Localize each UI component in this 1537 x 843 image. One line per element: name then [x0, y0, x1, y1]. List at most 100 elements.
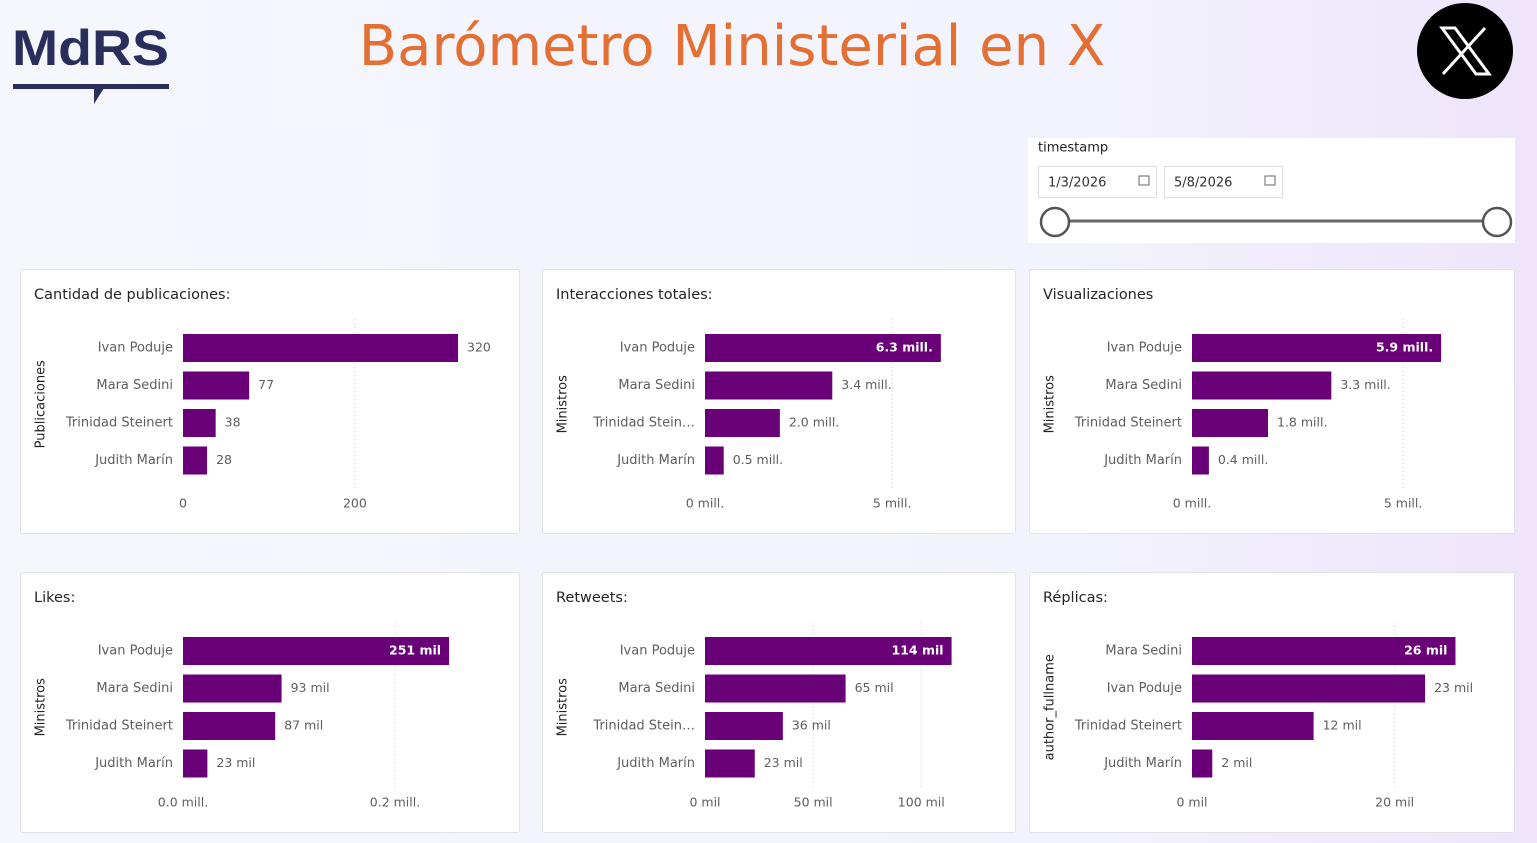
x-tick-label: 0.2 mill. [370, 795, 420, 810]
bar [183, 674, 282, 703]
calendar-icon[interactable] [1138, 175, 1150, 186]
chart-title: Interacciones totales: [556, 287, 713, 303]
bar [1192, 749, 1213, 778]
bar [1192, 674, 1426, 703]
category-label: Ivan Poduje [620, 341, 695, 356]
category-label: Judith Marín [1103, 756, 1182, 771]
chart-panel: Interacciones totales: Ministros 0 mill. 5 … [542, 269, 1016, 534]
value-label: 1.8 mill. [1277, 415, 1327, 430]
bar [183, 334, 459, 362]
value-label: 87 mil [284, 718, 323, 733]
value-label: 3.4 mill. [841, 377, 891, 392]
chart-panel: Réplicas: author_fullname 0 mil 20 mil Mara … [1029, 572, 1515, 833]
category-label: Judith Marín [1103, 453, 1182, 468]
slider-handle[interactable] [1481, 206, 1513, 238]
chart-panel: Retweets: Ministros 0 mil 50 mil 100 mil Ivan… [542, 572, 1016, 833]
category-label: Mara Sedini [1105, 378, 1182, 393]
calendar-icon[interactable] [1264, 175, 1276, 186]
bar [183, 749, 208, 778]
category-label: Mara Sedini [618, 378, 695, 393]
x-tick-label: 0 [179, 496, 187, 511]
category-label: Mara Sedini [618, 681, 695, 696]
category-label: Judith Marín [94, 756, 173, 771]
chart-panel: Cantidad de publicaciones: Publicaciones 0… [20, 269, 520, 534]
chart-title: Retweets: [556, 590, 628, 606]
bar [183, 371, 250, 400]
value-label: 65 mil [855, 680, 894, 695]
bar [705, 334, 941, 362]
date-input[interactable] [1038, 166, 1157, 198]
slicer-label: timestamp [1038, 141, 1108, 156]
x-tick-label: 0 mil [1176, 795, 1207, 810]
y-axis-label: Publicaciones [34, 360, 49, 448]
chart-title: Visualizaciones [1043, 287, 1153, 303]
value-label: 0.4 mill. [1218, 452, 1268, 467]
value-label: 2.0 mill. [789, 415, 839, 430]
bar [1192, 371, 1332, 400]
logo-tail [80, 88, 104, 104]
category-label: Ivan Poduje [1107, 341, 1182, 356]
logo-bar [13, 84, 169, 89]
x-tick-label: 20 mil [1375, 795, 1414, 810]
bar [1192, 712, 1314, 740]
x-tick-label: 0 mill. [686, 496, 725, 511]
panel-background [20, 269, 520, 534]
slider-handle[interactable] [1039, 206, 1071, 238]
category-label: Trinidad Steinert [65, 416, 173, 431]
y-axis-label: Ministros [1043, 375, 1058, 434]
x-tick-label: 5 mill. [873, 496, 912, 511]
value-label: 0.5 mill. [733, 452, 783, 467]
x-tick-label: 5 mill. [1384, 496, 1423, 511]
bar [1192, 446, 1209, 475]
category-label: Judith Marín [616, 453, 695, 468]
category-label: Ivan Poduje [98, 341, 173, 356]
bar [705, 674, 846, 703]
y-axis-label: Ministros [34, 678, 49, 737]
value-label: 93 mil [291, 680, 330, 695]
category-label: Ivan Poduje [620, 644, 695, 659]
value-label: 114 mil [892, 643, 944, 658]
value-label: 23 mil [1434, 680, 1473, 695]
x-tick-label: 100 mil [898, 795, 945, 810]
panel-background [1029, 269, 1515, 534]
category-label: Mara Sedini [96, 681, 173, 696]
category-label: Ivan Poduje [1107, 681, 1182, 696]
value-label: 2 mil [1221, 755, 1252, 770]
category-label: Trinidad Steinert [1074, 719, 1182, 734]
value-label: 23 mil [216, 755, 255, 770]
x-tick-label: 0.0 mill. [158, 795, 208, 810]
y-axis-label: Ministros [556, 678, 571, 737]
chart-panel: Visualizaciones Ministros 0 mill. 5 mill. Iv… [1029, 269, 1515, 534]
logo: MdRS [12, 20, 169, 76]
bar [705, 409, 780, 437]
category-label: Mara Sedini [96, 378, 173, 393]
value-label: 320 [467, 340, 491, 355]
value-label: 36 mil [792, 718, 831, 733]
value-label: 23 mil [764, 755, 803, 770]
x-tick-label: 200 [343, 496, 367, 511]
page-title: Barómetro Ministerial en X [359, 14, 1105, 79]
bar [183, 637, 450, 665]
value-label: 12 mil [1323, 718, 1362, 733]
date-input[interactable] [1164, 166, 1283, 198]
bar [1192, 637, 1456, 665]
value-label: 77 [258, 377, 274, 392]
date-start: 1/3/2026 [1048, 176, 1106, 191]
bar [1192, 409, 1268, 437]
value-label: 26 mil [1404, 643, 1447, 658]
y-axis-label: author_fullname [1043, 654, 1058, 760]
category-label: Trinidad Stein… [592, 719, 695, 734]
bar [705, 637, 952, 665]
chart-title: Cantidad de publicaciones: [34, 287, 231, 303]
x-tick-label: 50 mil [794, 795, 833, 810]
bar [183, 712, 276, 740]
category-label: Judith Marín [94, 453, 173, 468]
chart-panel: Likes: Ministros 0.0 mill. 0.2 mill. Ivan Po… [20, 572, 520, 833]
bar [705, 749, 755, 778]
x-tick-label: 0 mil [689, 795, 720, 810]
date-end: 5/8/2026 [1174, 176, 1232, 191]
value-label: 5.9 mill. [1376, 340, 1433, 355]
chart-title: Réplicas: [1043, 590, 1108, 606]
x-logo[interactable] [1417, 3, 1513, 99]
